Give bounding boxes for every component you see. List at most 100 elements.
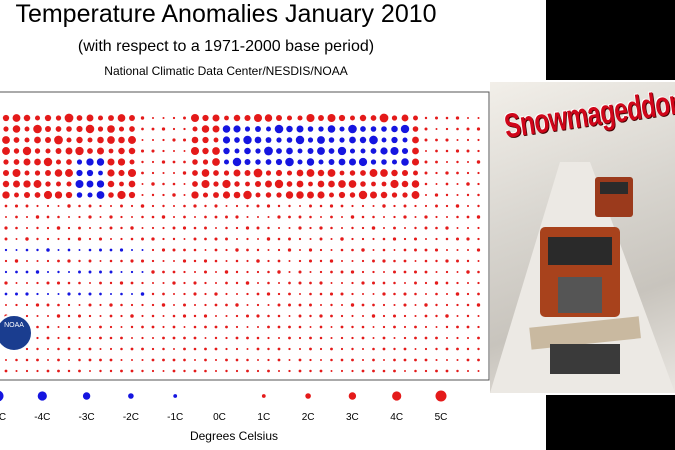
anomaly-dot — [424, 171, 428, 175]
anomaly-dot — [382, 347, 386, 351]
anomaly-dot — [350, 270, 355, 274]
anomaly-dot — [288, 303, 291, 307]
anomaly-dot — [401, 180, 409, 188]
anomaly-dot — [455, 116, 460, 120]
legend-dot — [37, 391, 47, 401]
anomaly-dot — [424, 259, 428, 263]
anomaly-dot — [46, 347, 50, 351]
anomaly-dot — [245, 314, 250, 318]
anomaly-dot — [424, 281, 428, 285]
anomaly-dot — [360, 126, 366, 132]
anomaly-dot — [265, 159, 272, 165]
anomaly-dot — [403, 226, 407, 230]
anomaly-dot — [466, 369, 470, 373]
anomaly-dot — [330, 303, 333, 307]
anomaly-dot — [371, 314, 376, 318]
anomaly-dot — [98, 237, 103, 241]
anomaly-dot — [329, 204, 334, 208]
anomaly-dot — [372, 369, 375, 373]
anomaly-dot — [140, 116, 145, 120]
anomaly-dot — [309, 347, 312, 351]
anomaly-dot — [129, 115, 135, 121]
anomaly-dot — [141, 193, 144, 197]
anomaly-dot — [183, 326, 186, 328]
anomaly-dot — [204, 249, 207, 251]
legend-title: Degrees Celsius — [190, 429, 278, 443]
anomaly-dot — [25, 215, 29, 219]
anomaly-dot — [424, 303, 428, 307]
anomaly-dot — [288, 270, 291, 274]
anomaly-dot — [34, 115, 41, 121]
anomaly-dot — [120, 204, 123, 208]
anomaly-dot — [15, 358, 18, 362]
anomaly-dot — [4, 226, 8, 230]
anomaly-dot — [244, 159, 251, 165]
anomaly-dot — [215, 315, 217, 317]
anomaly-dot — [341, 216, 343, 218]
anomaly-dot — [183, 193, 186, 197]
anomaly-dot — [246, 204, 249, 208]
anomaly-dot — [372, 337, 375, 339]
anomaly-dot — [277, 237, 281, 241]
anomaly-dot — [267, 215, 270, 219]
anomaly-dot — [319, 237, 323, 241]
anomaly-dot — [88, 303, 92, 307]
anomaly-dot — [359, 136, 367, 144]
anomaly-dot — [214, 204, 218, 208]
anomaly-dot — [267, 281, 270, 285]
anomaly-dot — [214, 303, 218, 307]
anomaly-dot — [151, 237, 155, 241]
anomaly-dot — [222, 136, 231, 144]
anomaly-dot — [382, 314, 386, 318]
anomaly-dot — [120, 369, 123, 373]
anomaly-dot — [371, 181, 376, 187]
anomaly-dot — [141, 139, 144, 141]
anomaly-dot — [204, 281, 207, 285]
anomaly-dot — [309, 226, 312, 230]
anomaly-dot — [204, 325, 207, 329]
anomaly-dot — [477, 117, 480, 119]
anomaly-dot — [466, 182, 470, 186]
anomaly-dot — [201, 169, 210, 177]
anomaly-dot — [15, 238, 18, 240]
anomaly-dot — [477, 259, 480, 263]
anomaly-dot — [246, 326, 249, 328]
anomaly-dot — [308, 259, 313, 263]
anomaly-dot — [477, 171, 480, 175]
dot-layer — [2, 113, 481, 373]
anomaly-dot — [256, 259, 260, 263]
anomaly-dot — [319, 347, 323, 351]
anomaly-dot — [36, 248, 39, 252]
anomaly-dot — [66, 181, 72, 187]
anomaly-dot — [86, 169, 94, 177]
anomaly-dot — [86, 158, 94, 166]
anomaly-dot — [183, 150, 186, 152]
anomaly-dot — [33, 124, 42, 134]
anomaly-dot — [99, 270, 102, 274]
anomaly-dot — [391, 192, 398, 198]
anomaly-dot — [351, 281, 354, 285]
anomaly-dot — [67, 204, 71, 208]
anomaly-dot — [243, 135, 252, 145]
anomaly-dot — [130, 259, 134, 263]
noaa-logo-text: NOAA — [4, 322, 24, 329]
anomaly-dot — [277, 292, 281, 296]
anomaly-dot — [257, 326, 259, 328]
anomaly-dot — [245, 226, 250, 230]
anomaly-dot — [244, 126, 251, 132]
map-source: National Climatic Data Center/NESDIS/NOA… — [104, 64, 347, 78]
anomaly-dot — [393, 347, 396, 351]
anomaly-dot — [151, 281, 155, 285]
anomaly-dot — [456, 193, 459, 197]
legend-label: 0C — [213, 412, 226, 423]
legend-dot — [261, 394, 266, 398]
anomaly-dot — [381, 137, 387, 143]
anomaly-dot — [162, 270, 165, 274]
anomaly-dot — [78, 204, 81, 208]
anomaly-dot — [393, 204, 396, 208]
anomaly-dot — [424, 336, 428, 340]
anomaly-dot — [55, 115, 62, 121]
anomaly-dot — [267, 325, 270, 329]
anomaly-dot — [107, 125, 115, 133]
anomaly-dot — [361, 281, 365, 285]
